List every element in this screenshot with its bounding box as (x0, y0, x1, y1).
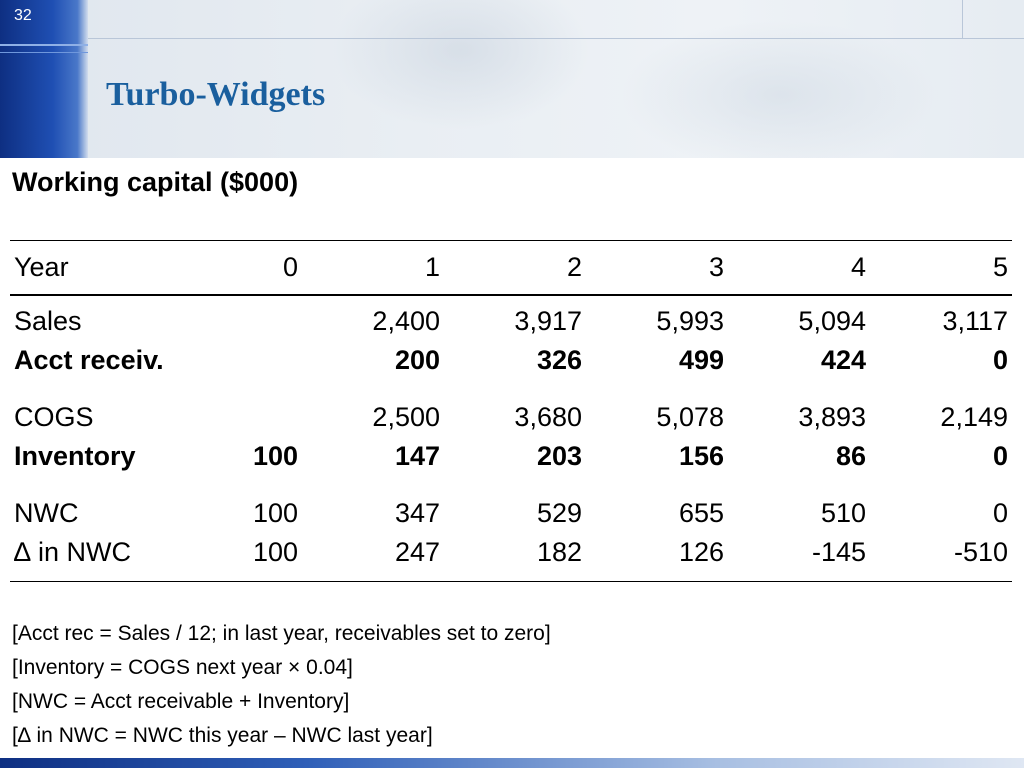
row-label: NWC (14, 498, 79, 528)
header-divider (88, 38, 1024, 39)
table-cell: 2,500 (372, 402, 440, 432)
table-cell: 3,893 (798, 402, 866, 432)
table-cell: 499 (678, 345, 724, 375)
table-cell: 3,117 (942, 306, 1008, 336)
table-cell: 5,993 (656, 306, 724, 336)
header-cell: 3 (708, 252, 724, 282)
table-cell: 5,078 (656, 402, 724, 432)
table-cell: 86 (835, 441, 866, 471)
slide-title: Turbo-Widgets (106, 76, 326, 113)
table-cell: 347 (394, 498, 440, 528)
row-label: Sales (14, 306, 82, 336)
background-decoration (330, 0, 590, 130)
table-row: Inventory 100 147 203 156 86 0 (0, 441, 1024, 477)
slide-number: 32 (14, 7, 32, 24)
table-row: Sales 2,400 3,917 5,993 5,094 3,117 (0, 306, 1024, 342)
table-header-row: Year 0 1 2 3 4 5 (0, 252, 1024, 288)
background-decoration (620, 20, 940, 158)
table-cell: -510 (953, 537, 1008, 567)
row-label: Acct receiv. (14, 345, 164, 375)
header-cell: 5 (992, 252, 1008, 282)
table-cell: 100 (252, 441, 298, 471)
formula-notes: [Acct rec = Sales / 12; in last year, re… (12, 622, 551, 758)
table-cell: 655 (678, 498, 724, 528)
table-cell: 100 (252, 537, 298, 567)
header-corner-box (962, 0, 1024, 38)
row-label: COGS (14, 402, 94, 432)
footer-bar (0, 758, 1024, 768)
table-cell: 0 (992, 345, 1008, 375)
header-accent-strip (0, 0, 88, 158)
header-cell: 4 (850, 252, 866, 282)
table-cell: 326 (536, 345, 582, 375)
header-cell: 1 (424, 252, 440, 282)
table-row: COGS 2,500 3,680 5,078 3,893 2,149 (0, 402, 1024, 438)
table-row: Acct receiv. 200 326 499 424 0 (0, 345, 1024, 381)
note-line: [Acct rec = Sales / 12; in last year, re… (12, 622, 551, 645)
table-cell: 200 (394, 345, 440, 375)
header-cell: 0 (282, 252, 298, 282)
table-cell: 147 (394, 441, 440, 471)
header-divider (0, 52, 88, 53)
table-cell: 2,400 (372, 306, 440, 336)
table-cell: 203 (536, 441, 582, 471)
slide-header: 32 Turbo-Widgets (0, 0, 1024, 158)
table-cell: 510 (820, 498, 866, 528)
header-divider (0, 44, 88, 46)
note-line: [NWC = Acct receivable + Inventory] (12, 690, 350, 713)
table-cell: 3,917 (514, 306, 582, 336)
header-cell: 2 (566, 252, 582, 282)
row-label: ∆ in NWC (14, 537, 132, 567)
table-cell: 182 (536, 537, 582, 567)
table-cell: 529 (536, 498, 582, 528)
table-row: NWC 100 347 529 655 510 0 (0, 498, 1024, 534)
table-cell: 0 (992, 498, 1008, 528)
table-cell: 100 (252, 498, 298, 528)
section-heading: Working capital ($000) (12, 167, 299, 197)
table-header-rule (10, 294, 1012, 296)
table-cell: 2,149 (940, 402, 1008, 432)
table-cell: 5,094 (798, 306, 866, 336)
header-label: Year (14, 252, 69, 282)
table-cell: 156 (678, 441, 724, 471)
table-cell: 126 (678, 537, 724, 567)
table-row: ∆ in NWC 100 247 182 126 -145 -510 (0, 537, 1024, 573)
table-cell: 247 (394, 537, 440, 567)
table-cell: -145 (811, 537, 866, 567)
table-cell: 3,680 (514, 402, 582, 432)
table-bottom-rule (10, 581, 1012, 582)
note-line: [Inventory = COGS next year × 0.04] (12, 656, 353, 679)
row-label: Inventory (14, 441, 136, 471)
table-cell: 424 (820, 345, 866, 375)
table-cell: 0 (992, 441, 1008, 471)
note-line: [∆ in NWC = NWC this year – NWC last yea… (12, 724, 433, 747)
table-top-rule (10, 240, 1012, 241)
